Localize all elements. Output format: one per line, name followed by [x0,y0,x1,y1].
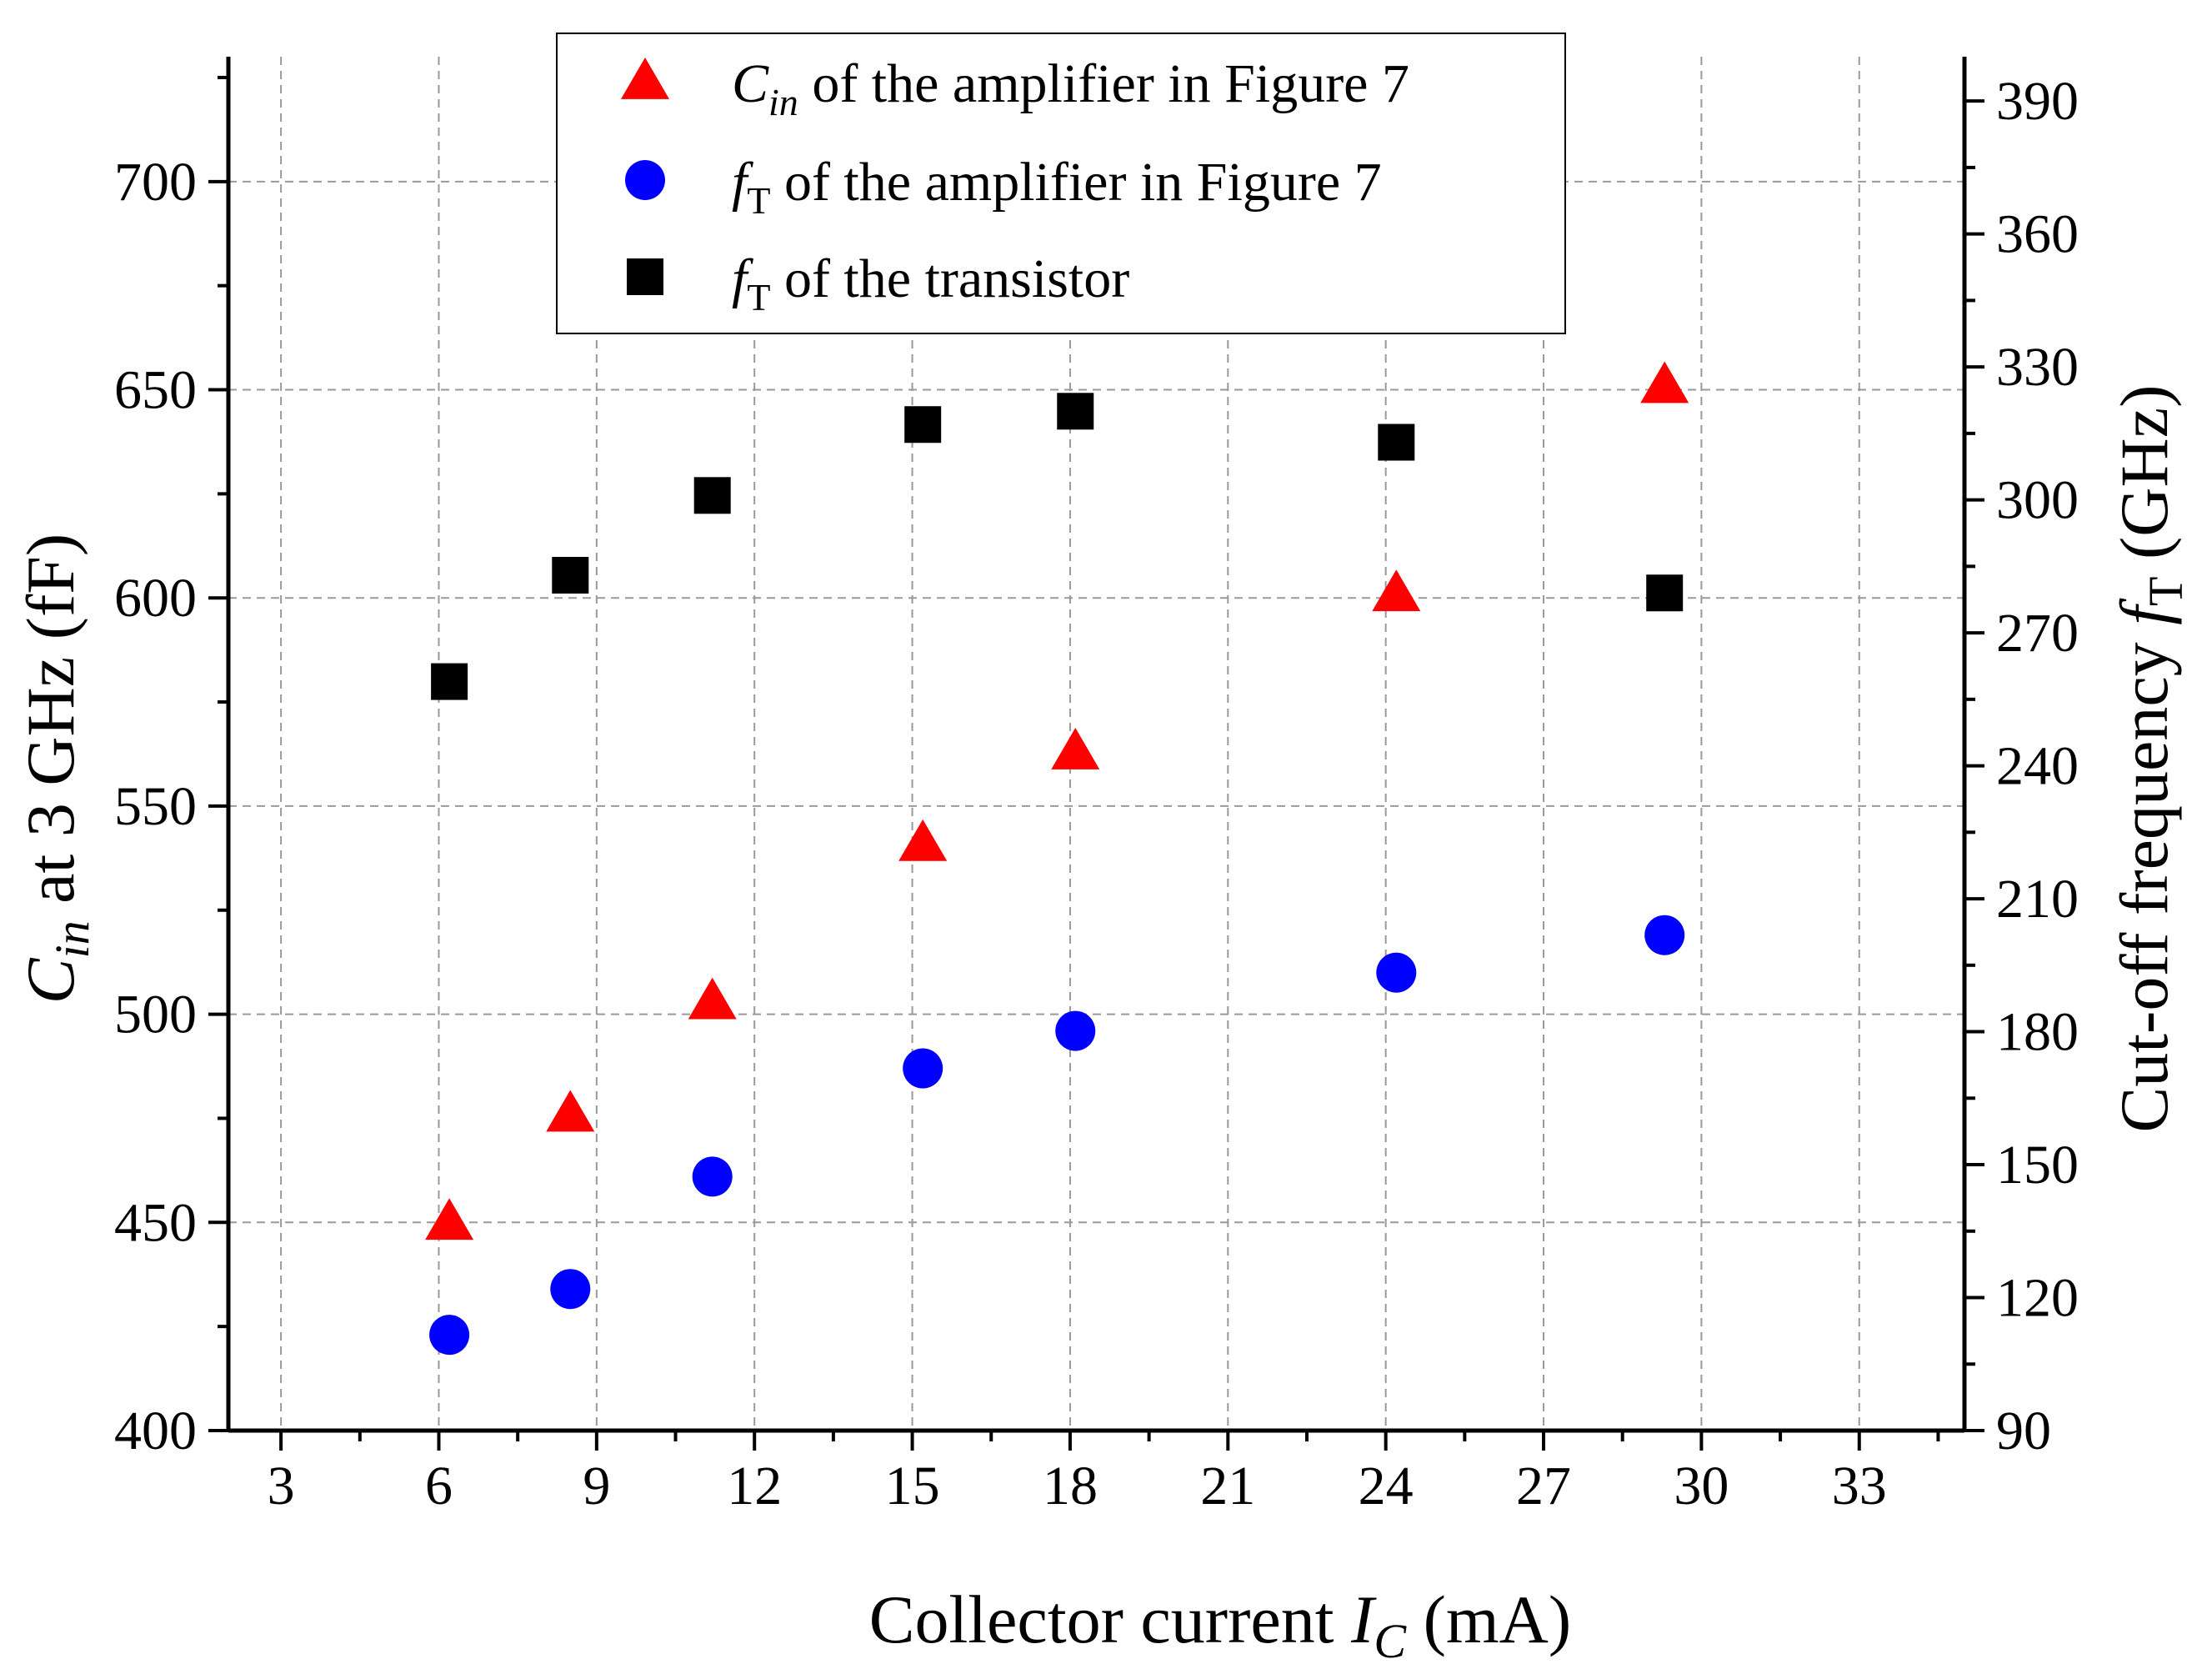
x-tick-label: 12 [727,1456,782,1516]
y-right-tick-label: 270 [1996,603,2079,664]
x-tick-label: 33 [1832,1456,1887,1516]
x-axis-title-post: (mA) [1406,1581,1571,1657]
y-right-tick-label: 330 [1996,337,2079,398]
legend-marker-circle [625,160,665,200]
x-axis-title-pre: Collector current [869,1581,1351,1657]
data-point-circle [903,1048,943,1089]
y-right-tick-label: 300 [1996,470,2079,531]
tick-marks [208,75,1984,1451]
y-left-tick-label: 550 [114,776,197,837]
data-point-circle [429,1315,470,1356]
legend: Cin of the amplifier in Figure 7fT of th… [556,33,1566,334]
data-point-triangle [898,819,948,861]
y-right-axis-title-post: (GHz) [2106,385,2182,577]
y-left-axis-title-sub: in [45,920,99,958]
x-tick-label: 18 [1043,1456,1098,1516]
y-right-tick-label: 120 [1996,1268,2079,1329]
y-right-tick-label: 150 [1996,1135,2079,1195]
legend-marker-square [627,258,663,295]
y-right-tick-label: 360 [1996,204,2079,265]
data-point-circle [692,1156,733,1197]
data-point-square [1057,393,1094,430]
data-point-triangle [688,977,737,1020]
y-right-tick-label: 90 [1996,1401,2051,1461]
x-axis-title-sub: C [1374,1614,1407,1668]
y-left-tick-label: 700 [114,152,197,213]
legend-box [556,33,1566,334]
legend-marker-triangle [621,58,669,99]
legend-label-rest: of the amplifier in Figure 7 [770,152,1381,213]
legend-label: Cin of the amplifier in Figure 7 [732,53,1409,123]
y-left-axis-title: Cin at 3 GHz (fF) [13,534,99,1004]
y-right-tick-label: 210 [1996,869,2079,930]
data-point-square [552,556,589,594]
data-point-triangle [1372,569,1421,612]
y-right-tick-label: 180 [1996,1002,2079,1063]
tick-labels: 3 6 9 12 15 18 21 24 27 30 33 400 450 500 550 600 650 700… [114,71,2079,1516]
x-axis-title-var: I [1350,1581,1377,1657]
legend-label-rest: of the transistor [770,248,1129,309]
y-left-tick-label: 650 [114,360,197,421]
x-tick-label: 9 [583,1456,610,1516]
legend-label-rest: of the amplifier in Figure 7 [798,53,1409,114]
legend-label: fT of the transistor [732,248,1129,318]
data-point-circle [1644,915,1685,955]
legend-label-var: C [732,53,769,114]
data-point-square [1646,574,1684,612]
x-tick-label: 21 [1200,1456,1255,1516]
data-point-square [431,663,468,700]
legend-label-sub: in [768,81,798,123]
y-left-tick-label: 600 [114,568,197,629]
data-point-square [1378,424,1415,461]
y-left-axis-title-post: at 3 GHz (fF) [13,534,88,921]
data-point-square [693,477,731,514]
y-right-tick-label: 390 [1996,71,2079,132]
x-tick-label: 30 [1674,1456,1729,1516]
x-axis-title: Collector current IC (mA) [869,1581,1571,1668]
data-point-triangle [425,1198,474,1240]
x-tick-label: 6 [425,1456,453,1516]
data-point-triangle [1051,727,1100,769]
legend-label-sub: T [747,179,770,222]
x-tick-label: 3 [268,1456,295,1516]
y-left-tick-label: 450 [114,1192,197,1253]
data-point-circle [550,1269,591,1310]
x-tick-label: 15 [885,1456,940,1516]
y-right-axis-title-sub: T [2139,577,2193,606]
x-tick-label: 27 [1516,1456,1571,1516]
data-point-square [904,406,942,444]
y-left-tick-label: 500 [114,985,197,1045]
y-left-axis-title-var: C [13,957,88,1004]
data-point-circle [1055,1010,1096,1051]
legend-label-sub: T [747,276,770,318]
y-right-axis-title: Cut-off frequency fT (GHz) [2106,385,2193,1133]
data-point-triangle [1640,361,1689,403]
y-right-tick-label: 240 [1996,736,2079,797]
legend-label: fT of the amplifier in Figure 7 [732,152,1382,222]
y-left-tick-label: 400 [114,1401,197,1461]
data-point-triangle [546,1090,595,1132]
data-points [425,361,1689,1356]
data-point-circle [1376,952,1417,993]
x-tick-label: 24 [1359,1456,1414,1516]
y-right-axis-title-pre: Cut-off frequency [2106,625,2182,1133]
